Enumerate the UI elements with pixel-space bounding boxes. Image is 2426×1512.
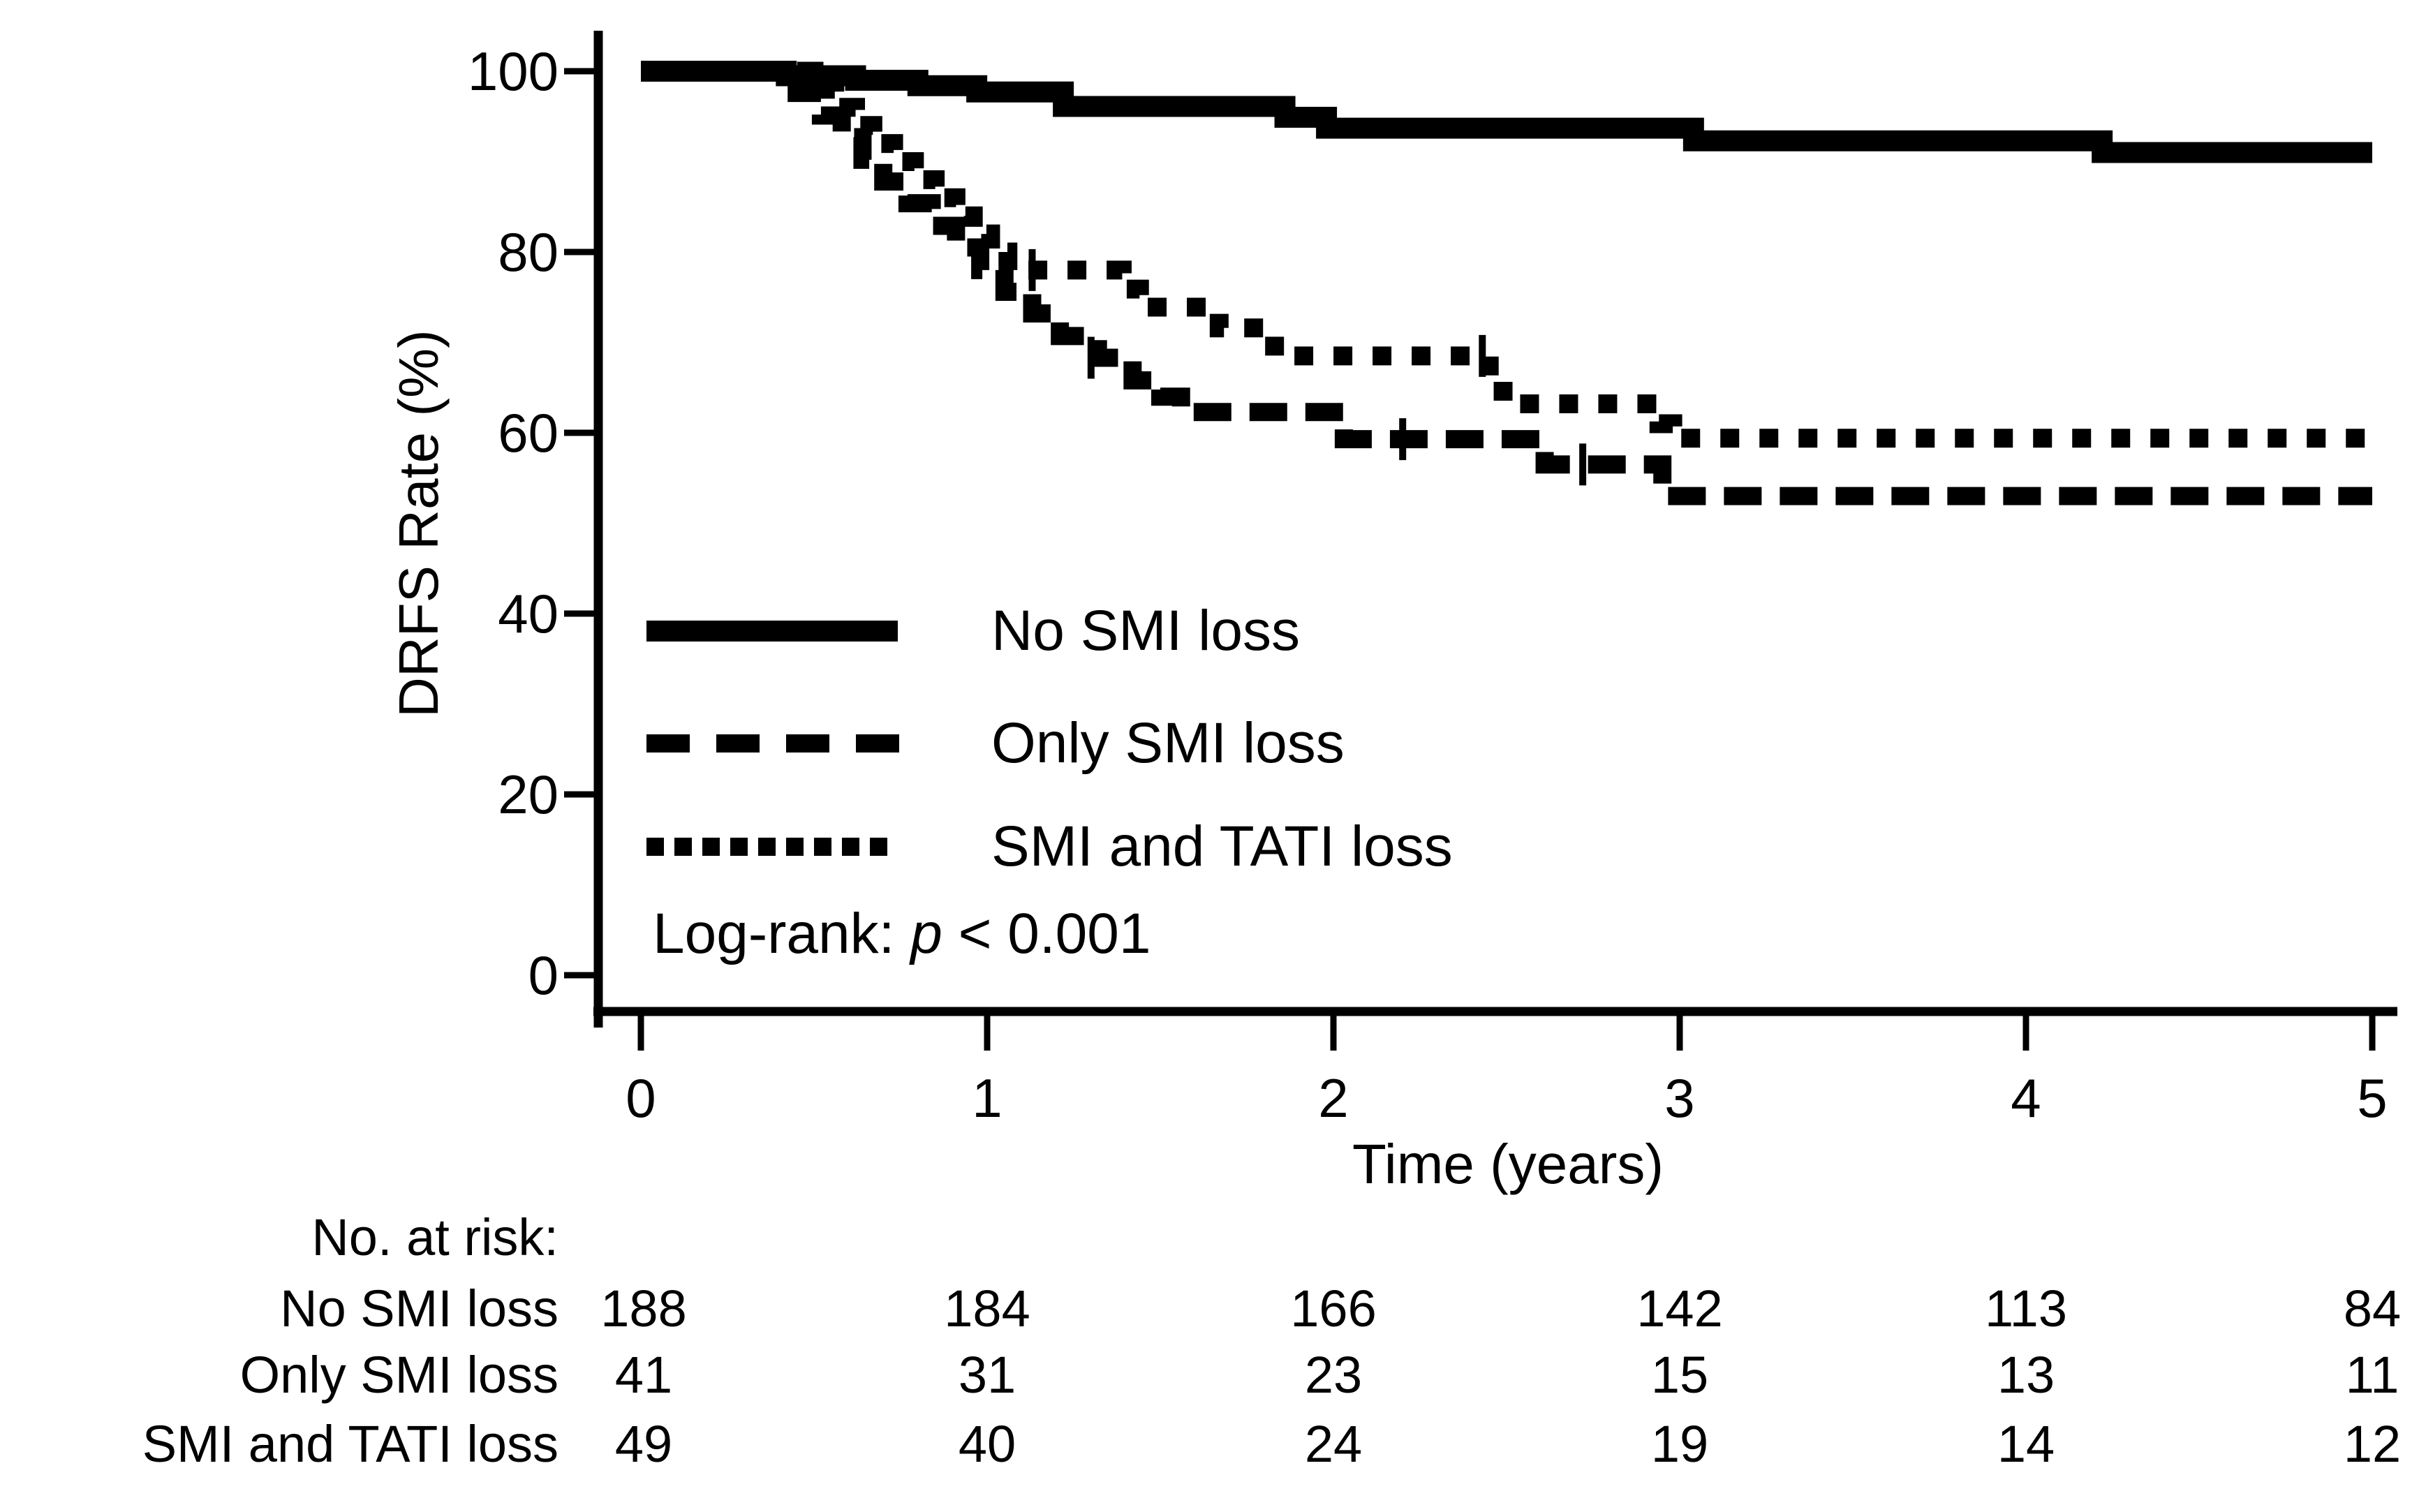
legend-solid-line-swatch [646, 621, 898, 642]
legend-label-no-smi-loss: No SMI loss [991, 599, 1300, 662]
risk-count: 184 [944, 1280, 1030, 1337]
log-rank-annotation: Log-rank: p < 0.001 [653, 902, 1151, 966]
risk-count: 142 [1636, 1280, 1723, 1337]
x-tick-label: 0 [626, 1067, 656, 1129]
risk-row-label: Only SMI loss [239, 1346, 559, 1404]
risk-count: 12 [2343, 1415, 2402, 1473]
risk-table-title: No. at risk: [311, 1208, 559, 1266]
log-rank-prefix: Log-rank: [653, 902, 911, 965]
risk-count: 113 [1985, 1280, 2067, 1337]
risk-count: 11 [2345, 1346, 2399, 1404]
risk-count: 24 [1304, 1415, 1363, 1473]
risk-count: 14 [1997, 1415, 2055, 1473]
y-tick-label: 40 [498, 583, 559, 644]
y-tick-label: 20 [498, 764, 559, 825]
y-tick-label: 60 [498, 402, 559, 464]
y-tick-label: 80 [498, 221, 559, 283]
risk-count: 23 [1304, 1346, 1363, 1404]
risk-count: 19 [1650, 1415, 1709, 1473]
risk-count: 41 [614, 1346, 673, 1404]
risk-count: 13 [1997, 1346, 2055, 1404]
risk-count: 31 [958, 1346, 1016, 1404]
x-axis-title: Time (years) [1352, 1133, 1664, 1195]
risk-count: 49 [614, 1415, 673, 1473]
risk-count: 166 [1290, 1280, 1377, 1337]
risk-count: 188 [600, 1280, 687, 1337]
x-tick-label: 5 [2357, 1067, 2388, 1129]
risk-row-label: No SMI loss [280, 1280, 559, 1337]
y-tick-label: 100 [467, 40, 559, 102]
p-symbol: p [910, 902, 942, 965]
risk-count: 40 [958, 1415, 1016, 1473]
x-tick-label: 3 [1664, 1067, 1695, 1129]
legend-dotted-line-swatch [646, 838, 887, 856]
x-tick-label: 2 [1318, 1067, 1349, 1129]
y-tick-label: 0 [528, 944, 559, 1006]
x-tick-label: 1 [972, 1067, 1003, 1129]
risk-row-label: SMI and TATI loss [142, 1415, 559, 1473]
legend-dashed-line-swatch [646, 734, 899, 753]
legend-label-only-smi-loss: Only SMI loss [991, 711, 1345, 775]
y-axis-title-text: DRFS Rate (%) [387, 329, 450, 718]
x-tick-label: 4 [2011, 1067, 2041, 1129]
p-value: < 0.001 [942, 902, 1151, 965]
legend-label-smi-and-tati-loss: SMI and TATI loss [991, 815, 1453, 878]
risk-count: 15 [1650, 1346, 1709, 1404]
risk-count: 84 [2343, 1280, 2402, 1337]
